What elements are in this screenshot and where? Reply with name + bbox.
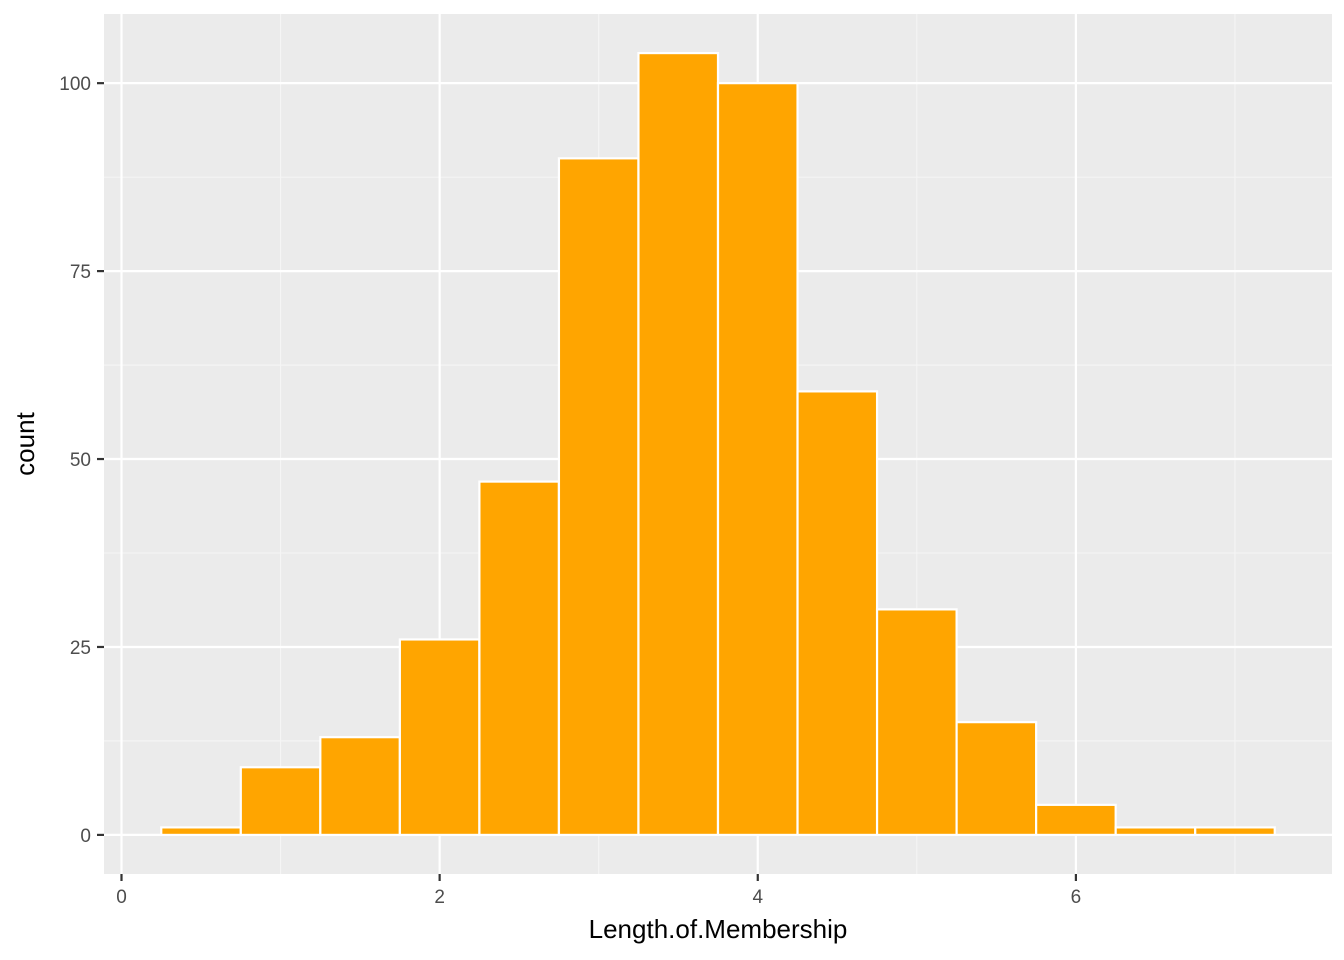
histogram-bar-8: [716, 82, 799, 837]
y-tick-label: 100: [59, 74, 91, 95]
histogram-bars: [160, 51, 1276, 837]
histogram-bar-5: [478, 480, 561, 837]
histogram-bar-11: [955, 721, 1038, 837]
histogram-bar-10: [875, 608, 958, 837]
y-tick-label: 0: [80, 826, 91, 847]
histogram-bar-2: [239, 766, 322, 837]
y-axis: 0 25 50 75 100: [59, 74, 104, 847]
x-axis-title: Length.of.Membership: [589, 914, 848, 944]
histogram-bar-7: [637, 51, 720, 837]
histogram-bar-9: [796, 390, 879, 837]
histogram-bar-12: [1035, 803, 1117, 837]
y-tick-label: 25: [70, 638, 91, 659]
histogram-bar-1: [160, 826, 242, 837]
histogram-bar-13: [1114, 826, 1197, 837]
y-axis-title: count: [10, 411, 40, 475]
y-tick-label: 75: [70, 262, 91, 283]
y-tick-label: 50: [70, 450, 91, 471]
x-tick-label: 0: [116, 887, 127, 908]
histogram-bar-4: [398, 638, 481, 837]
histogram-bar-6: [557, 157, 640, 837]
histogram-bar-14: [1194, 826, 1276, 837]
x-axis: 0 2 4 6: [116, 874, 1081, 908]
x-tick-label: 6: [1071, 887, 1082, 908]
x-tick-label: 2: [434, 887, 445, 908]
x-tick-label: 4: [752, 887, 763, 908]
histogram-bar-3: [319, 736, 401, 837]
